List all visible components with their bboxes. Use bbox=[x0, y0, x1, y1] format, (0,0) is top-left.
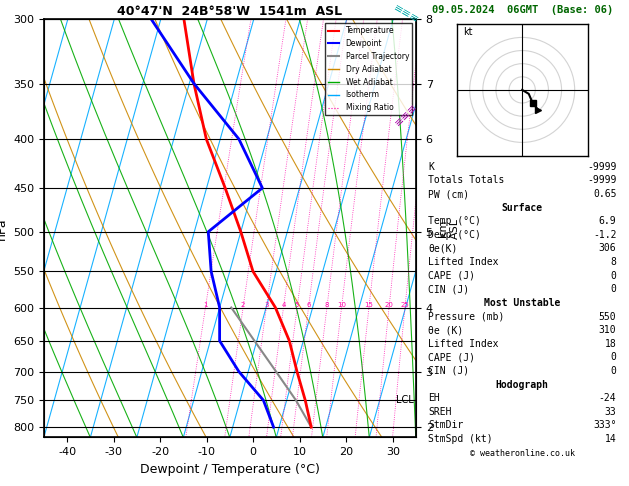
Text: SREH: SREH bbox=[428, 407, 452, 417]
Text: 18: 18 bbox=[604, 339, 616, 349]
Text: -9999: -9999 bbox=[587, 162, 616, 172]
Text: -1.2: -1.2 bbox=[593, 230, 616, 240]
Text: 15: 15 bbox=[365, 301, 374, 308]
Y-axis label: km
ASL: km ASL bbox=[438, 218, 460, 239]
Text: 310: 310 bbox=[599, 325, 616, 335]
Text: 0.65: 0.65 bbox=[593, 189, 616, 199]
Y-axis label: hPa: hPa bbox=[0, 217, 8, 240]
Text: 09.05.2024  06GMT  (Base: 06): 09.05.2024 06GMT (Base: 06) bbox=[431, 4, 613, 15]
Text: -9999: -9999 bbox=[587, 175, 616, 186]
Text: Lifted Index: Lifted Index bbox=[428, 257, 498, 267]
Text: 20: 20 bbox=[384, 301, 394, 308]
Text: 0: 0 bbox=[611, 284, 616, 295]
Text: Temp (°C): Temp (°C) bbox=[428, 216, 481, 226]
Text: 0: 0 bbox=[611, 271, 616, 281]
Text: 333°: 333° bbox=[593, 420, 616, 431]
Text: © weatheronline.co.uk: © weatheronline.co.uk bbox=[470, 449, 575, 458]
Text: 25: 25 bbox=[401, 301, 409, 308]
Text: Totals Totals: Totals Totals bbox=[428, 175, 504, 186]
Legend: Temperature, Dewpoint, Parcel Trajectory, Dry Adiabat, Wet Adiabat, Isotherm, Mi: Temperature, Dewpoint, Parcel Trajectory… bbox=[325, 23, 412, 115]
Text: 1: 1 bbox=[203, 301, 208, 308]
Text: 2: 2 bbox=[241, 301, 245, 308]
Text: CIN (J): CIN (J) bbox=[428, 284, 469, 295]
Text: 14: 14 bbox=[604, 434, 616, 444]
Text: CAPE (J): CAPE (J) bbox=[428, 271, 475, 281]
Text: Dewp (°C): Dewp (°C) bbox=[428, 230, 481, 240]
Text: θe(K): θe(K) bbox=[428, 243, 457, 254]
Text: ≡≡≡: ≡≡≡ bbox=[392, 101, 420, 128]
Text: θe (K): θe (K) bbox=[428, 325, 463, 335]
Text: StmSpd (kt): StmSpd (kt) bbox=[428, 434, 493, 444]
Text: Pressure (mb): Pressure (mb) bbox=[428, 312, 504, 322]
Text: Most Unstable: Most Unstable bbox=[484, 298, 560, 308]
Text: Lifted Index: Lifted Index bbox=[428, 339, 498, 349]
Text: 4: 4 bbox=[281, 301, 286, 308]
Text: kt: kt bbox=[463, 27, 472, 37]
Text: 550: 550 bbox=[599, 312, 616, 322]
Text: ≡≡≡: ≡≡≡ bbox=[391, 3, 421, 26]
Text: Surface: Surface bbox=[502, 203, 543, 213]
Text: CAPE (J): CAPE (J) bbox=[428, 352, 475, 363]
Text: StmDir: StmDir bbox=[428, 420, 463, 431]
Text: EH: EH bbox=[428, 393, 440, 403]
Text: K: K bbox=[428, 162, 434, 172]
Text: 5: 5 bbox=[295, 301, 299, 308]
Text: -24: -24 bbox=[599, 393, 616, 403]
Text: 0: 0 bbox=[611, 366, 616, 376]
Text: CIN (J): CIN (J) bbox=[428, 366, 469, 376]
Text: 6.9: 6.9 bbox=[599, 216, 616, 226]
Text: PW (cm): PW (cm) bbox=[428, 189, 469, 199]
Text: 8: 8 bbox=[611, 257, 616, 267]
Text: 306: 306 bbox=[599, 243, 616, 254]
Text: 10: 10 bbox=[337, 301, 346, 308]
Title: 40°47'N  24B°58'W  1541m  ASL: 40°47'N 24B°58'W 1541m ASL bbox=[118, 5, 343, 18]
Text: LCL: LCL bbox=[396, 395, 414, 405]
Text: 0: 0 bbox=[611, 352, 616, 363]
Text: Hodograph: Hodograph bbox=[496, 380, 548, 390]
Text: 33: 33 bbox=[604, 407, 616, 417]
Text: 6: 6 bbox=[306, 301, 311, 308]
Text: 3: 3 bbox=[264, 301, 269, 308]
X-axis label: Dewpoint / Temperature (°C): Dewpoint / Temperature (°C) bbox=[140, 463, 320, 476]
Text: 8: 8 bbox=[325, 301, 329, 308]
